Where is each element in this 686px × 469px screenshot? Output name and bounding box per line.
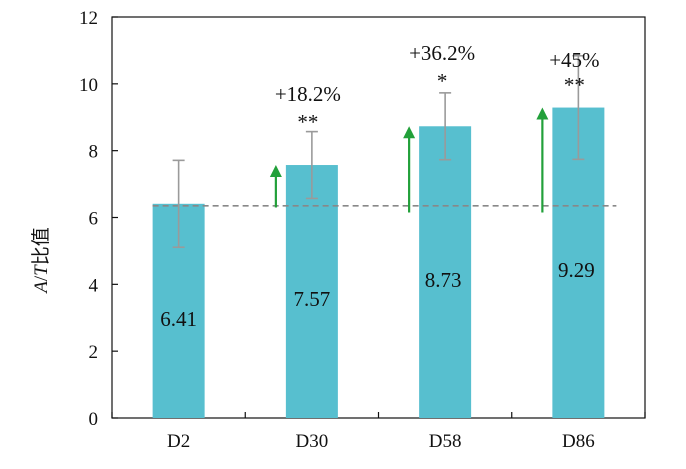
- significance-label: **: [297, 110, 318, 134]
- data-label: 7.57: [294, 287, 331, 311]
- change-label: +45%: [549, 48, 599, 72]
- x-tick-label: D86: [562, 431, 595, 452]
- y-axis-title: A/T比值: [30, 227, 52, 294]
- x-axis: D2 D30 D58 D86: [111, 412, 646, 452]
- significance-label: **: [564, 73, 585, 97]
- y-tick-label: 8: [89, 142, 99, 163]
- annotations: +18.2%**+36.2%*+45%**: [275, 41, 600, 134]
- y-tick-label: 10: [79, 75, 98, 96]
- y-axis: 0 2 4 6 8 10 12: [79, 8, 118, 430]
- data-label: 8.73: [425, 268, 462, 292]
- bars: [152, 107, 605, 419]
- change-label: +18.2%: [275, 82, 341, 106]
- increase-arrows: [269, 107, 549, 213]
- bar: [419, 126, 472, 419]
- y-axis-title-a: A: [31, 281, 52, 295]
- y-axis-title-slash: /: [31, 275, 52, 281]
- data-label: 9.29: [558, 258, 595, 282]
- significance-label: *: [437, 69, 448, 93]
- bar: [285, 165, 338, 418]
- x-tick-label: D30: [296, 431, 329, 452]
- x-tick-label: D58: [429, 431, 462, 452]
- y-axis-title-rest: 比值: [30, 227, 52, 265]
- x-tick-label: D2: [167, 431, 190, 452]
- up-arrow-head: [536, 107, 549, 120]
- y-axis-title-t: T: [31, 264, 52, 276]
- y-tick-label: 4: [89, 275, 99, 296]
- change-label: +36.2%: [409, 41, 475, 65]
- error-bars: [172, 54, 585, 249]
- y-tick-label: 6: [89, 209, 99, 230]
- up-arrow-head: [269, 165, 282, 178]
- up-arrow-head: [403, 126, 416, 139]
- y-tick-label: 12: [79, 8, 98, 29]
- data-label: 6.41: [160, 307, 197, 331]
- y-tick-label: 2: [89, 342, 99, 363]
- data-labels: 6.41 7.57 8.73 9.29: [160, 258, 595, 331]
- y-tick-label: 0: [89, 409, 99, 430]
